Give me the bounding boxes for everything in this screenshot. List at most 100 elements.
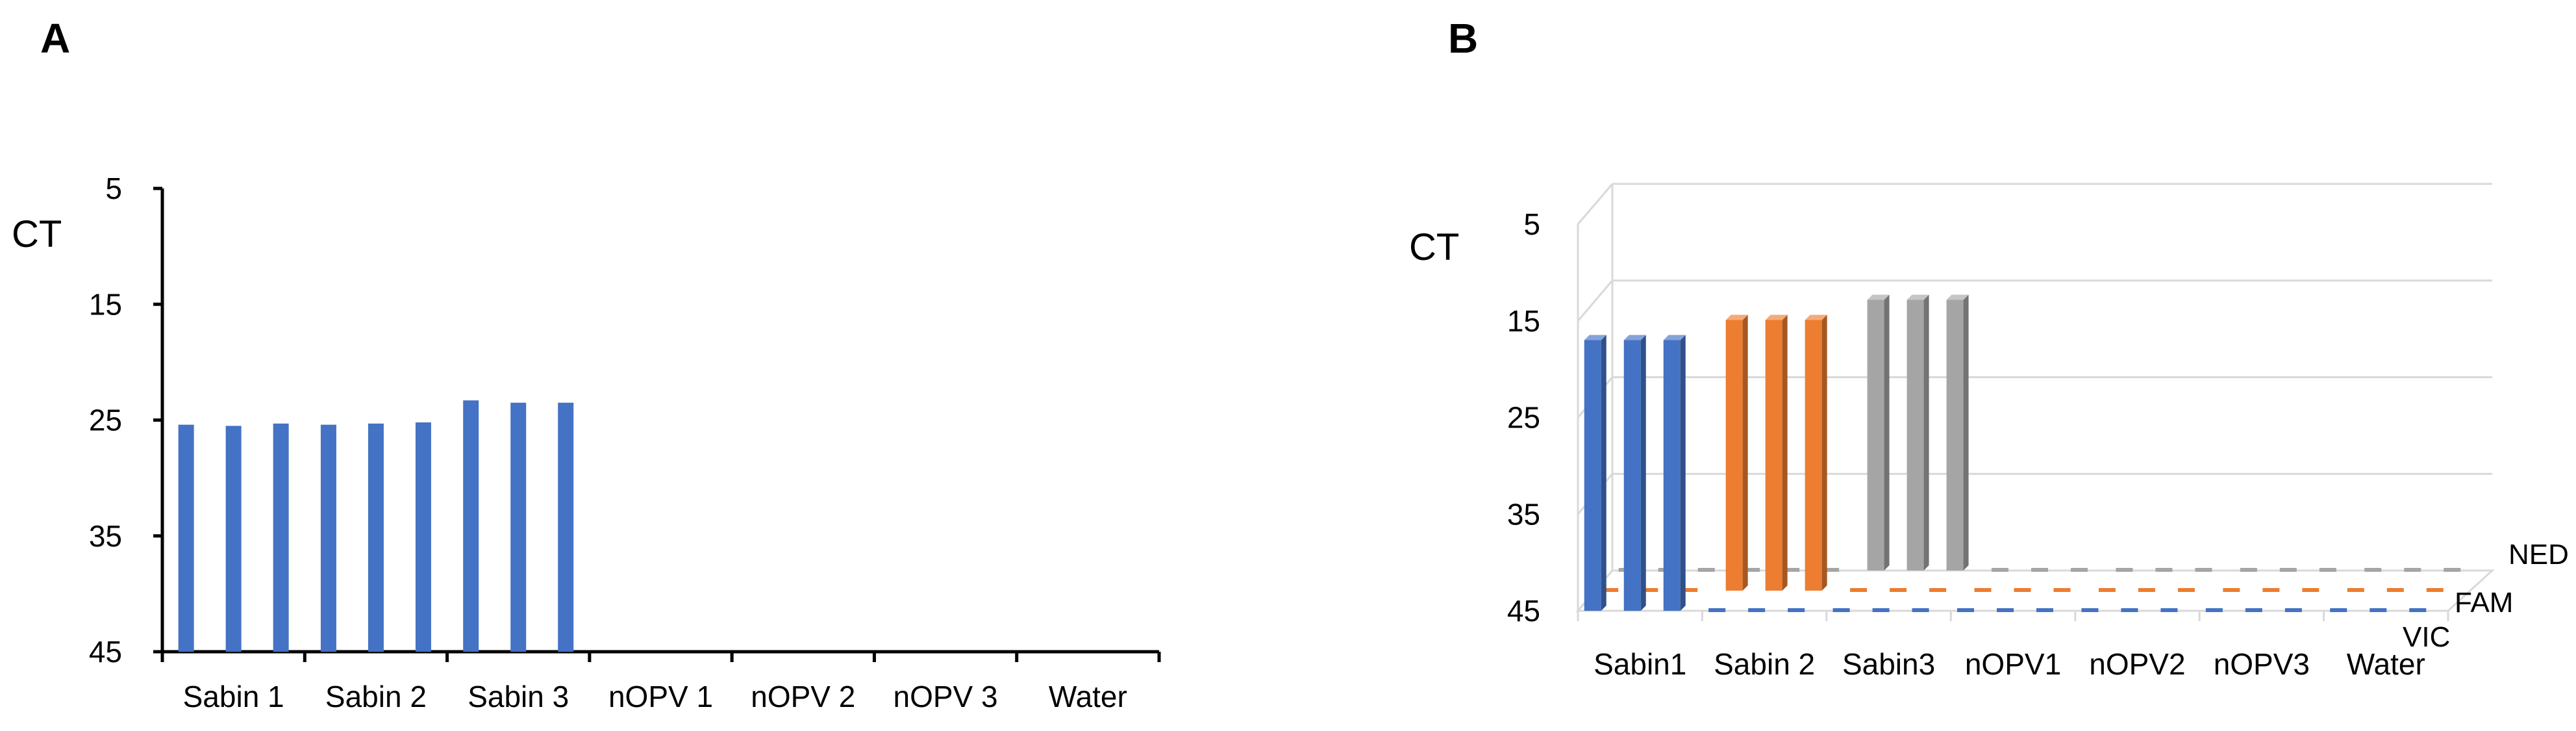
b-bar-top [1765,314,1788,320]
b-category-label: nOPV2 [2089,647,2185,681]
b-bar-stub [1743,568,1760,572]
a-bar [225,426,242,652]
a-bar [368,423,384,652]
b-bar [1765,320,1782,591]
b-bar-side [1680,335,1686,611]
a-category-label: Sabin 3 [468,680,569,713]
b-category-label: Sabin 2 [1714,647,1815,681]
b-bar-stub [2284,608,2302,612]
b-gridline-side [1577,183,1614,225]
a-category-label: Water [1049,680,1127,713]
b-bar-stub [2245,608,2262,612]
b-bar-top [1946,294,1969,300]
b-series-label: NED [2508,539,2569,571]
b-bar-side [1640,335,1646,611]
b-bar [1584,340,1601,611]
b-bar-side [1963,294,1969,571]
b-category-label: nOPV1 [1965,647,2061,681]
a-category-label: nOPV 1 [608,680,713,713]
a-y-tick-label: 15 [89,287,122,321]
b-bar-stub [1708,608,1726,612]
b-bar [1946,300,1964,571]
b-bar-top [1584,335,1607,340]
b-bar [1907,300,1924,571]
chart-b: 5 15 25 35 45 CT Sabin1 Sabin 2 Sabin3 nOPV1 nOPV2… [1409,183,2569,681]
b-y-tick-label: 25 [1507,401,1540,435]
b-bar-top [1907,294,1929,300]
b-bar-stub [1890,588,1907,592]
b-category-label: Water [2347,647,2425,681]
b-y-axis-label: CT [1409,226,1459,268]
b-bar-stub [1850,588,1868,592]
b-bar-stub [2031,568,2048,572]
b-category-label: nOPV3 [2214,647,2310,681]
b-bar-stub [1681,588,1698,592]
b-bar-stub [1788,608,1805,612]
b-y-tick-label: 15 [1507,304,1540,338]
b-bar-side [1782,314,1788,591]
b-bar-stub [1822,568,1840,572]
b-bar-stub [2223,588,2240,592]
b-bar-stub [2053,588,2071,592]
b-bar-stub [1872,608,1890,612]
b-bar-stub [2014,588,2031,592]
b-y-tick-label: 35 [1507,497,1540,531]
panel-b-letter: B [1448,15,1479,62]
b-bar-stub [2205,608,2223,612]
b-bar-side [1742,314,1748,591]
b-bar-stub [2426,588,2444,592]
b-bar-stub [2121,608,2138,612]
b-bar [1663,340,1681,611]
b-bar-stub [2319,568,2336,572]
b-bar-stub [1697,568,1715,572]
b-bar-stub [2347,588,2364,592]
b-bar-stub [2330,608,2347,612]
a-bar [463,400,479,652]
b-bar-stub [2404,568,2421,572]
b-bar-side [1884,294,1890,571]
b-gridline-side [1577,279,1614,322]
b-bar-stub [1912,608,1929,612]
b-bar-stub [1974,588,1992,592]
b-bar-stub [2177,588,2195,592]
b-bar-stub [2195,568,2212,572]
b-bar-stub [2409,608,2427,612]
a-y-tick-label: 5 [105,172,122,205]
a-category-label: Sabin 2 [325,680,427,713]
b-bar-stub [2444,568,2461,572]
b-bar-top [1867,294,1890,300]
b-bar-stub [1782,568,1800,572]
b-bar-top [1725,314,1748,320]
b-bar [1867,300,1884,571]
b-bar-stub [2370,608,2387,612]
b-bar-stub [1601,588,1619,592]
b-bar-stub [2071,568,2088,572]
b-bar [1805,320,1822,591]
a-bar [178,424,194,652]
b-bar-stub [2081,608,2099,612]
b-bar-stub [2160,608,2178,612]
a-bar [415,422,431,652]
b-bar-stub [2116,568,2133,572]
b-bar-top [1805,314,1827,320]
panel-a-letter: A [40,15,71,62]
b-bar-stub [2098,588,2116,592]
a-category-label: nOPV 3 [894,680,998,713]
b-bar-stub [1641,588,1658,592]
b-category-label: Sabin3 [1842,647,1935,681]
b-bar-stub [2155,568,2173,572]
b-bar-stub [1997,608,2014,612]
a-bar [273,423,289,652]
a-y-tick-label: 35 [89,519,122,553]
b-bar-stub [2036,608,2053,612]
a-category-label: nOPV 2 [751,680,855,713]
b-bar-stub [1957,608,1974,612]
a-category-label: Sabin 1 [183,680,284,713]
b-bar-stub [2262,588,2280,592]
b-bar-side [1923,294,1929,571]
b-bar-stub [2138,588,2155,592]
a-y-tick-label: 25 [89,404,122,437]
b-bar-stub [2279,568,2297,572]
a-y-tick-label: 45 [89,635,122,669]
b-bar-side [1601,335,1607,611]
